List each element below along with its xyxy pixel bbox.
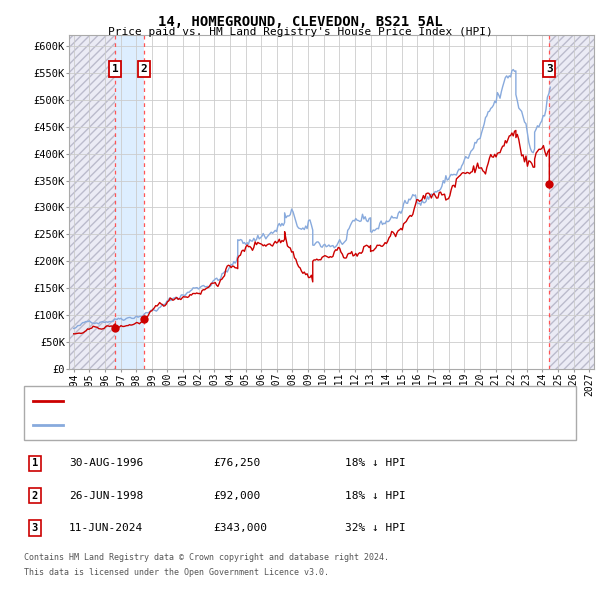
- Text: 1: 1: [112, 64, 119, 74]
- Text: £92,000: £92,000: [213, 491, 260, 500]
- Bar: [115, 35, 144, 369]
- Text: 2: 2: [140, 64, 147, 74]
- Text: Price paid vs. HM Land Registry's House Price Index (HPI): Price paid vs. HM Land Registry's House …: [107, 27, 493, 37]
- Text: 18% ↓ HPI: 18% ↓ HPI: [345, 458, 406, 468]
- Text: 32% ↓ HPI: 32% ↓ HPI: [345, 523, 406, 533]
- Text: Contains HM Land Registry data © Crown copyright and database right 2024.: Contains HM Land Registry data © Crown c…: [24, 553, 389, 562]
- Text: 2: 2: [32, 491, 38, 500]
- Text: 26-JUN-1998: 26-JUN-1998: [69, 491, 143, 500]
- Text: HPI: Average price, detached house, North Somerset: HPI: Average price, detached house, Nort…: [69, 419, 382, 430]
- Text: 3: 3: [546, 64, 553, 74]
- Text: 14, HOMEGROUND, CLEVEDON, BS21 5AL (detached house): 14, HOMEGROUND, CLEVEDON, BS21 5AL (deta…: [69, 396, 388, 407]
- Bar: [550, 35, 594, 369]
- Text: 18% ↓ HPI: 18% ↓ HPI: [345, 491, 406, 500]
- Text: 11-JUN-2024: 11-JUN-2024: [69, 523, 143, 533]
- Text: 30-AUG-1996: 30-AUG-1996: [69, 458, 143, 468]
- Text: This data is licensed under the Open Government Licence v3.0.: This data is licensed under the Open Gov…: [24, 568, 329, 577]
- Text: £343,000: £343,000: [213, 523, 267, 533]
- Text: 14, HOMEGROUND, CLEVEDON, BS21 5AL: 14, HOMEGROUND, CLEVEDON, BS21 5AL: [158, 15, 442, 29]
- Text: 3: 3: [32, 523, 38, 533]
- Bar: [69, 35, 115, 369]
- Text: 1: 1: [32, 458, 38, 468]
- Text: £76,250: £76,250: [213, 458, 260, 468]
